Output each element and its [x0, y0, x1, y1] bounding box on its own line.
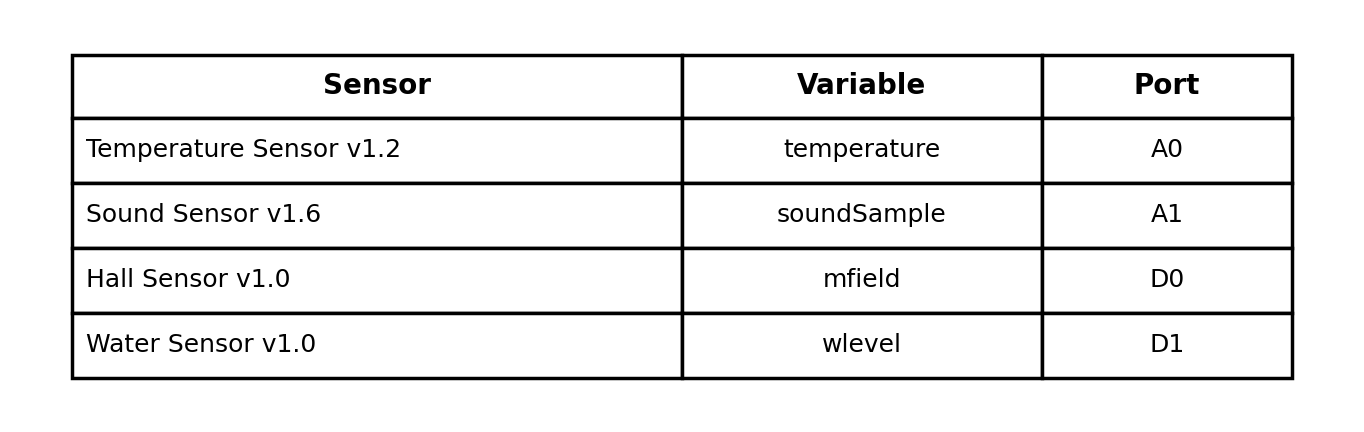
Text: Port: Port — [1133, 73, 1200, 101]
Bar — [72, 183, 682, 248]
Text: D1: D1 — [1150, 334, 1184, 358]
Bar — [682, 55, 1042, 118]
Bar — [682, 248, 1042, 313]
Text: soundSample: soundSample — [777, 203, 947, 228]
Bar — [72, 118, 682, 183]
Text: Temperature Sensor v1.2: Temperature Sensor v1.2 — [86, 139, 401, 162]
Text: A0: A0 — [1150, 139, 1184, 162]
Text: mfield: mfield — [822, 269, 902, 292]
Bar — [1042, 183, 1292, 248]
Text: Sound Sensor v1.6: Sound Sensor v1.6 — [86, 203, 321, 228]
Text: Variable: Variable — [798, 73, 926, 101]
Bar — [682, 183, 1042, 248]
Text: Sensor: Sensor — [323, 73, 431, 101]
Bar — [1042, 313, 1292, 378]
Text: temperature: temperature — [783, 139, 941, 162]
Text: D0: D0 — [1150, 269, 1184, 292]
Bar — [72, 313, 682, 378]
Text: A1: A1 — [1150, 203, 1184, 228]
Bar — [682, 313, 1042, 378]
Bar — [72, 248, 682, 313]
Text: Water Sensor v1.0: Water Sensor v1.0 — [86, 334, 316, 358]
Text: wlevel: wlevel — [822, 334, 902, 358]
Bar — [1042, 55, 1292, 118]
Text: Hall Sensor v1.0: Hall Sensor v1.0 — [86, 269, 291, 292]
Bar — [682, 118, 1042, 183]
Bar — [1042, 118, 1292, 183]
Bar — [1042, 248, 1292, 313]
Bar — [72, 55, 682, 118]
